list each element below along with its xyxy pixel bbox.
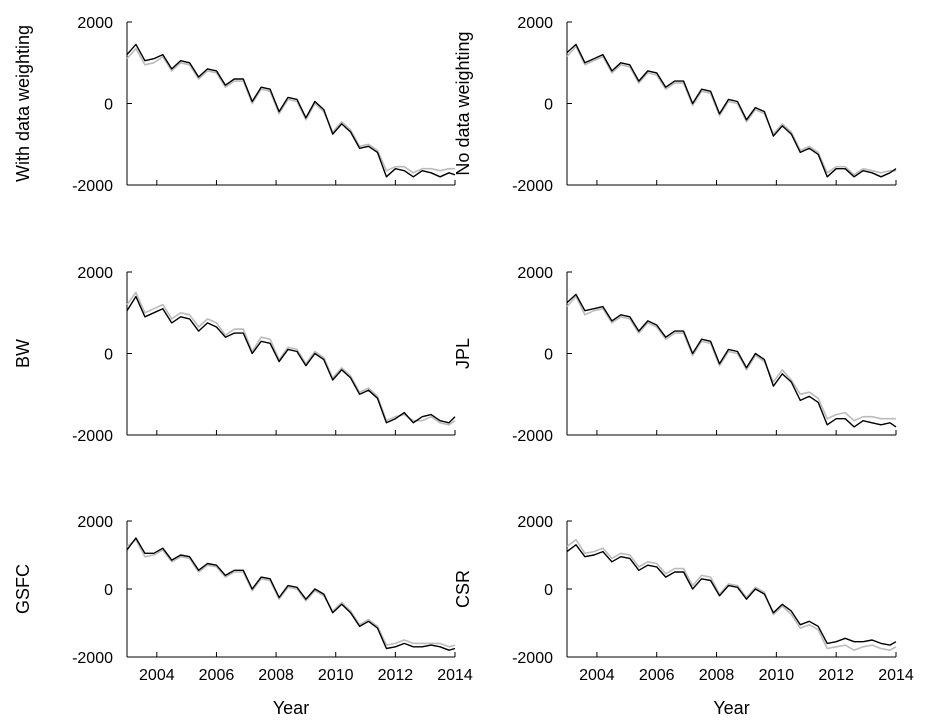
y-tick-label: -2000 (512, 650, 553, 667)
x-tick-label: 2014 (878, 667, 914, 684)
x-tick-label: 2012 (818, 667, 854, 684)
y-tick-label: -2000 (72, 428, 113, 445)
y-axis-label: GSFC (13, 564, 33, 614)
series-line-ensemble (566, 45, 896, 176)
y-tick-label: 2000 (517, 514, 553, 531)
y-tick-label: 0 (104, 582, 113, 599)
y-tick-label: 0 (104, 347, 113, 364)
series-line-primary (126, 43, 456, 178)
x-tick-label: 2006 (199, 667, 235, 684)
series-line-primary (566, 544, 897, 646)
x-axis-label: Year (273, 698, 309, 718)
y-tick-label: -2000 (512, 428, 553, 445)
x-tick-label: 2004 (579, 667, 615, 684)
y-tick-label: 2000 (77, 265, 113, 282)
chart-panel-6: 2000 0 -2000 2004 2006 2008 2010 2012 2014 CSR Yea… (453, 514, 914, 718)
x-tick-label: 2008 (699, 667, 735, 684)
x-tick-label: 2004 (139, 667, 175, 684)
series-line-ensemble (566, 538, 897, 651)
series-line-primary (566, 293, 897, 428)
y-axis-label: With data weighting (13, 25, 33, 182)
y-tick-label: 0 (544, 582, 553, 599)
x-axis-label: Year (713, 698, 749, 718)
chart-panel-1: 2000 0 -2000 With data weighting (13, 15, 456, 195)
chart-panel-5: 2000 0 -2000 2004 2006 2008 2010 2012 2014 GSFC Ye… (13, 514, 473, 718)
y-tick-label: 0 (544, 97, 553, 114)
x-tick-label: 2010 (318, 667, 354, 684)
series-line-primary (126, 295, 456, 424)
series-line-ensemble (566, 295, 896, 422)
y-tick-label: 2000 (77, 15, 113, 32)
chart-panel-3: 2000 0 -2000 BW (13, 265, 456, 445)
y-tick-label: 2000 (517, 265, 553, 282)
series-line-primary (126, 537, 456, 651)
y-tick-label: 2000 (517, 15, 553, 32)
x-tick-label: 2008 (258, 667, 294, 684)
y-tick-label: -2000 (512, 178, 553, 195)
y-tick-label: 0 (544, 347, 553, 364)
x-tick-label: 2014 (437, 667, 473, 684)
x-tick-label: 2012 (378, 667, 414, 684)
y-tick-label: 0 (104, 97, 113, 114)
y-tick-label: 2000 (77, 514, 113, 531)
y-tick-label: -2000 (72, 650, 113, 667)
series-line-ensemble (126, 291, 456, 426)
series-line-ensemble (126, 47, 455, 174)
y-axis-label: BW (13, 339, 33, 368)
y-axis-label: CSR (453, 570, 473, 608)
x-tick-label: 2010 (759, 667, 795, 684)
chart-panel-4: 2000 0 -2000 JPL (453, 265, 897, 445)
y-axis-label: JPL (453, 338, 473, 369)
chart-panel-2: 2000 0 -2000 No data weighting (453, 15, 897, 195)
series-line-primary (566, 43, 897, 178)
x-tick-label: 2006 (639, 667, 675, 684)
series-line-ensemble (126, 538, 456, 648)
y-tick-label: -2000 (72, 178, 113, 195)
y-axis-label: No data weighting (453, 31, 473, 175)
